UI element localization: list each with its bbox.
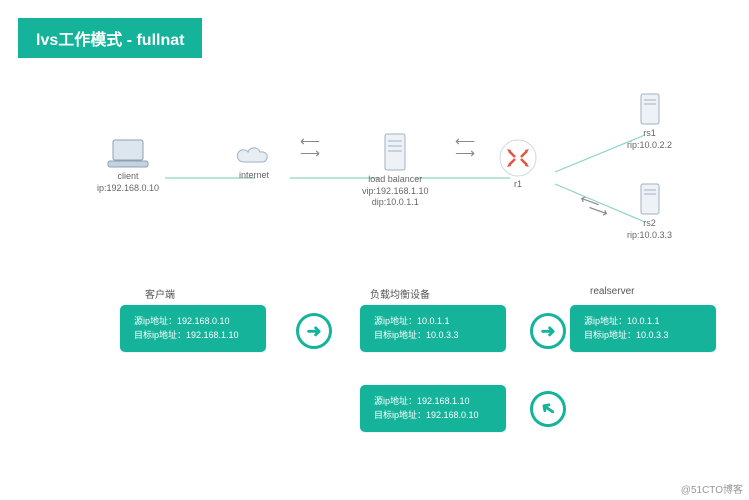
rs1-name: rs1 (643, 128, 656, 138)
node-client: client ip:192.168.0.10 (97, 137, 159, 194)
b2-src: 源ip地址：10.0.1.1 (374, 316, 450, 326)
rs1-rip: rip:10.0.2.2 (627, 140, 672, 150)
b4-src: 源ip地址：192.168.1.10 (374, 396, 470, 406)
laptop-icon (105, 137, 151, 171)
client-name: client (118, 171, 139, 181)
direction-arrow: ⟶ (455, 145, 475, 162)
b1-dst: 目标ip地址：192.168.1.10 (134, 330, 239, 340)
b1-src: 源ip地址：192.168.0.10 (134, 316, 230, 326)
b4-dst: 目标ip地址：192.168.0.10 (374, 410, 479, 420)
packet-box-2: 源ip地址：10.0.1.1 目标ip地址：10.0.3.3 (360, 305, 506, 352)
node-internet: internet (232, 142, 276, 182)
server-icon (638, 182, 662, 218)
rs2-name: rs2 (643, 218, 656, 228)
b2-dst: 目标ip地址：10.0.3.3 (374, 330, 459, 340)
lb-vip: vip:192.168.1.10 (362, 186, 429, 196)
node-rs2: rs2 rip:10.0.3.3 (627, 182, 672, 241)
cloud-icon (232, 142, 276, 170)
section-lb: 负载均衡设备 (370, 286, 430, 301)
direction-arrow: ⟶ (300, 145, 320, 162)
node-rs1: rs1 rip:10.0.2.2 (627, 92, 672, 151)
packet-box-3: 源ip地址：10.0.1.1 目标ip地址：10.0.3.3 (570, 305, 716, 352)
rs2-rip: rip:10.0.3.3 (627, 230, 672, 240)
node-r1: r1 (497, 137, 539, 191)
section-rs: realserver (590, 286, 634, 297)
r1-name: r1 (514, 179, 522, 191)
direction-arrow: ⟶ (586, 199, 611, 222)
node-lb: load balancer vip:192.168.1.10dip:10.0.1.… (362, 132, 429, 209)
server-icon (381, 132, 409, 174)
watermark: @51CTO博客 (681, 481, 743, 496)
packet-box-4: 源ip地址：192.168.1.10 目标ip地址：192.168.0.10 (360, 385, 506, 432)
lb-name: load balancer (368, 174, 422, 184)
lb-dip: dip:10.0.1.1 (372, 197, 419, 207)
internet-name: internet (239, 170, 269, 182)
section-client: 客户端 (145, 286, 175, 301)
flow-arrow-2: ➜ (530, 313, 566, 349)
b3-src: 源ip地址：10.0.1.1 (584, 316, 660, 326)
flow-arrow-3: ➜ (523, 384, 573, 434)
page-title: lvs工作模式 - fullnat (18, 18, 202, 58)
flow-arrow-1: ➜ (296, 313, 332, 349)
b3-dst: 目标ip地址：10.0.3.3 (584, 330, 669, 340)
packet-box-1: 源ip地址：192.168.0.10 目标ip地址：192.168.1.10 (120, 305, 266, 352)
title-text: lvs工作模式 - fullnat (36, 32, 184, 49)
router-icon (497, 137, 539, 179)
server-icon (638, 92, 662, 128)
client-ip: ip:192.168.0.10 (97, 183, 159, 193)
